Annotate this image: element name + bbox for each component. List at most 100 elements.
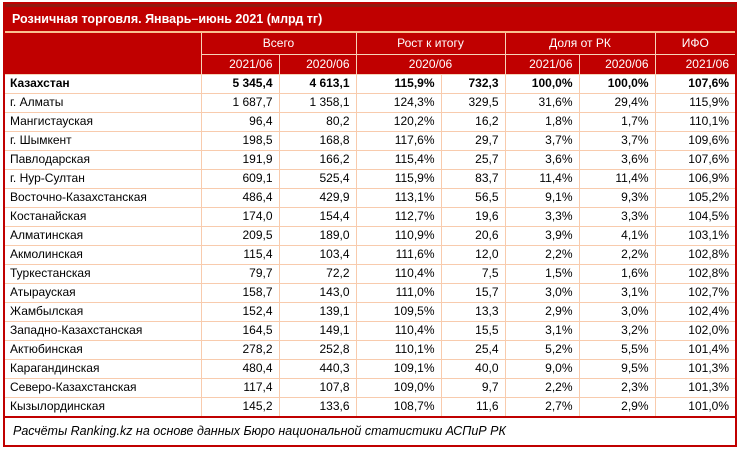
ifo-2021-cell: 101,4% <box>654 339 735 360</box>
retail-trade-report: Розничная торговля. Январь–июнь 2021 (мл… <box>3 2 737 447</box>
table-row: Казахстан 5 345,4 4 613,1 115,9% 732,3 1… <box>5 73 735 94</box>
growth-pct-cell: 120,2% <box>355 111 442 132</box>
total-2021-cell: 486,4 <box>200 187 280 208</box>
source-note: Расчёты Ranking.kz на основе данных Бюро… <box>5 416 735 445</box>
ifo-2021-cell: 115,9% <box>654 92 735 113</box>
table-row: Акмолинская 115,4 103,4 111,6% 12,0 2,2%… <box>5 244 735 265</box>
table-row: Восточно-Казахстанская 486,4 429,9 113,1… <box>5 187 735 208</box>
total-2020-cell: 440,3 <box>278 358 357 379</box>
region-name-cell: Жамбылская <box>5 301 202 322</box>
growth-abs-cell: 16,2 <box>440 111 506 132</box>
share-2020-cell: 3,2% <box>578 320 656 341</box>
total-2020-cell: 143,0 <box>278 282 357 303</box>
growth-pct-cell: 115,9% <box>355 168 442 189</box>
growth-abs-cell: 13,3 <box>440 301 506 322</box>
total-2020-cell: 189,0 <box>278 225 357 246</box>
growth-abs-cell: 40,0 <box>440 358 506 379</box>
table-body: Казахстан 5 345,4 4 613,1 115,9% 732,3 1… <box>5 73 735 416</box>
growth-pct-cell: 110,9% <box>355 225 442 246</box>
table-row: Атырауская 158,7 143,0 111,0% 15,7 3,0% … <box>5 282 735 303</box>
total-2021-cell: 609,1 <box>200 168 280 189</box>
growth-abs-cell: 732,3 <box>440 73 506 94</box>
total-2020-cell: 154,4 <box>278 206 357 227</box>
ifo-2021-cell: 105,2% <box>654 187 735 208</box>
share-2021-cell: 2,7% <box>504 396 580 416</box>
total-2021-cell: 278,2 <box>200 339 280 360</box>
total-2020-cell: 429,9 <box>278 187 357 208</box>
share-2020-cell: 3,6% <box>578 149 656 170</box>
subheader-growth-2020: 2020/06 <box>355 54 505 75</box>
region-name-cell: Северо-Казахстанская <box>5 377 202 398</box>
growth-abs-cell: 83,7 <box>440 168 506 189</box>
share-2021-cell: 5,2% <box>504 339 580 360</box>
total-2021-cell: 480,4 <box>200 358 280 379</box>
group-header-ifo: ИФО <box>654 33 735 55</box>
ifo-2021-cell: 102,7% <box>654 282 735 303</box>
share-2021-cell: 3,1% <box>504 320 580 341</box>
growth-pct-cell: 112,7% <box>355 206 442 227</box>
share-2020-cell: 3,1% <box>578 282 656 303</box>
table-row: Западно-Казахстанская 164,5 149,1 110,4%… <box>5 320 735 341</box>
growth-pct-cell: 115,9% <box>355 73 442 94</box>
share-2020-cell: 2,3% <box>578 377 656 398</box>
growth-pct-cell: 109,1% <box>355 358 442 379</box>
share-2020-cell: 100,0% <box>578 73 656 94</box>
share-2020-cell: 9,3% <box>578 187 656 208</box>
share-2020-cell: 2,2% <box>578 244 656 265</box>
growth-pct-cell: 113,1% <box>355 187 442 208</box>
growth-pct-cell: 111,6% <box>355 244 442 265</box>
growth-abs-cell: 12,0 <box>440 244 506 265</box>
region-name-cell: Актюбинская <box>5 339 202 360</box>
table-row: Северо-Казахстанская 117,4 107,8 109,0% … <box>5 377 735 398</box>
share-2020-cell: 3,7% <box>578 130 656 151</box>
growth-abs-cell: 29,7 <box>440 130 506 151</box>
share-2021-cell: 9,0% <box>504 358 580 379</box>
share-2020-cell: 2,9% <box>578 396 656 416</box>
group-header-growth: Рост к итогу <box>355 33 505 55</box>
total-2020-cell: 133,6 <box>278 396 357 416</box>
share-2021-cell: 1,5% <box>504 263 580 284</box>
total-2020-cell: 166,2 <box>278 149 357 170</box>
report-title: Розничная торговля. Январь–июнь 2021 (мл… <box>5 4 735 33</box>
growth-abs-cell: 20,6 <box>440 225 506 246</box>
ifo-2021-cell: 107,6% <box>654 149 735 170</box>
total-2020-cell: 80,2 <box>278 111 357 132</box>
total-2021-cell: 1 687,7 <box>200 92 280 113</box>
growth-abs-cell: 11,6 <box>440 396 506 416</box>
ifo-2021-cell: 102,8% <box>654 244 735 265</box>
table-row: Актюбинская 278,2 252,8 110,1% 25,4 5,2%… <box>5 339 735 360</box>
share-2020-cell: 29,4% <box>578 92 656 113</box>
region-name-cell: Алматинская <box>5 225 202 246</box>
ifo-2021-cell: 106,9% <box>654 168 735 189</box>
share-2021-cell: 31,6% <box>504 92 580 113</box>
table-row: г. Шымкент 198,5 168,8 117,6% 29,7 3,7% … <box>5 130 735 151</box>
ifo-2021-cell: 102,4% <box>654 301 735 322</box>
ifo-2021-cell: 101,3% <box>654 377 735 398</box>
table-row: г. Алматы 1 687,7 1 358,1 124,3% 329,5 3… <box>5 92 735 113</box>
growth-abs-cell: 56,5 <box>440 187 506 208</box>
total-2020-cell: 72,2 <box>278 263 357 284</box>
table-row: Костанайская 174,0 154,4 112,7% 19,6 3,3… <box>5 206 735 227</box>
share-2021-cell: 3,7% <box>504 130 580 151</box>
share-2021-cell: 3,0% <box>504 282 580 303</box>
share-2020-cell: 5,5% <box>578 339 656 360</box>
ifo-2021-cell: 102,0% <box>654 320 735 341</box>
ifo-2021-cell: 109,6% <box>654 130 735 151</box>
growth-pct-cell: 110,4% <box>355 263 442 284</box>
region-name-cell: г. Нур-Султан <box>5 168 202 189</box>
retail-trade-table: Всего Рост к итогу Доля от РК ИФО 2021/0… <box>5 33 735 416</box>
header-group-row: Всего Рост к итогу Доля от РК ИФО <box>5 33 735 75</box>
region-name-cell: Акмолинская <box>5 244 202 265</box>
share-2021-cell: 3,9% <box>504 225 580 246</box>
region-name-cell: Павлодарская <box>5 149 202 170</box>
region-name-cell: Восточно-Казахстанская <box>5 187 202 208</box>
share-2021-cell: 3,3% <box>504 206 580 227</box>
region-column-header <box>5 33 201 75</box>
share-2021-cell: 2,9% <box>504 301 580 322</box>
ifo-2021-cell: 107,6% <box>654 73 735 94</box>
growth-abs-cell: 15,7 <box>440 282 506 303</box>
growth-pct-cell: 115,4% <box>355 149 442 170</box>
table-row: Жамбылская 152,4 139,1 109,5% 13,3 2,9% … <box>5 301 735 322</box>
share-2020-cell: 3,3% <box>578 206 656 227</box>
total-2020-cell: 139,1 <box>278 301 357 322</box>
